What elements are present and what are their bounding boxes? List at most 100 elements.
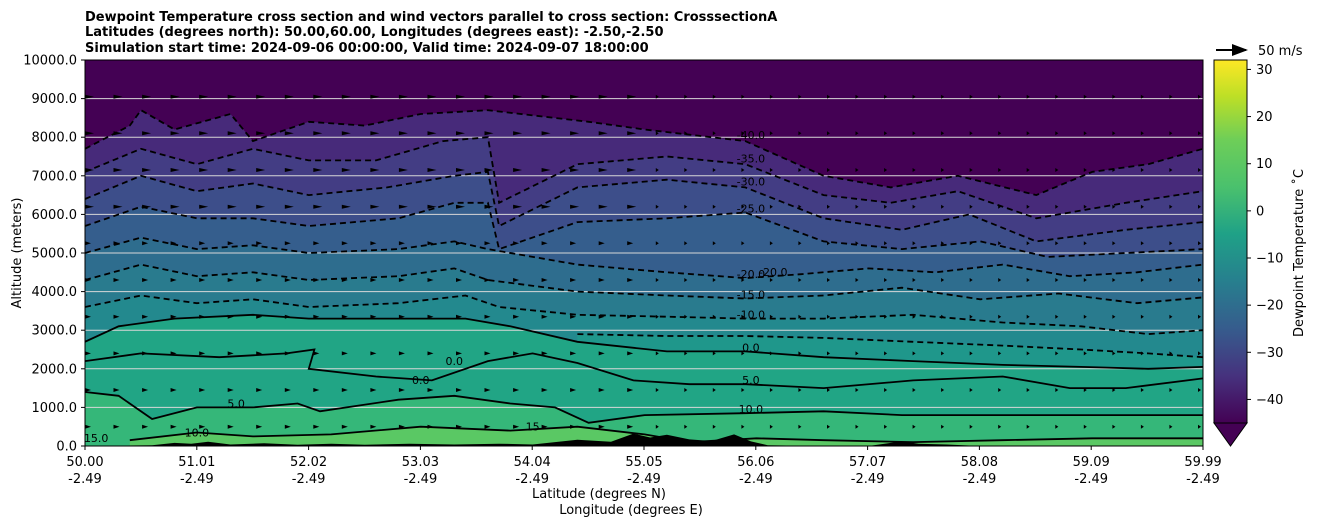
wind-vector	[769, 278, 773, 282]
wind-vector	[227, 424, 234, 429]
wind-vector	[884, 278, 888, 282]
contour-line	[85, 294, 1203, 336]
x-tick-label-lat: 57.07	[849, 455, 886, 470]
x-tick-label-lat: 55.05	[625, 455, 662, 470]
x-tick-label-lon: -2.49	[68, 472, 102, 487]
colorbar: 30 20 10 0 −10 −20 −30 −40 Dewpoint Temperature…	[1213, 59, 1307, 447]
wind-vector	[741, 94, 745, 99]
wind-vector	[655, 241, 659, 246]
wind-vector	[1055, 241, 1059, 246]
y-tick-label: 9000.0	[32, 92, 78, 107]
wind-vector	[1198, 204, 1201, 209]
wind-vector	[398, 168, 408, 172]
chart-title: Dewpoint Temperature cross section and w…	[85, 10, 777, 56]
wind-vector	[969, 94, 973, 99]
wind-vector	[769, 168, 773, 172]
wind-vector	[113, 94, 123, 99]
wind-vector	[570, 131, 580, 136]
wind-vector	[227, 131, 237, 136]
wind-vector	[484, 94, 494, 99]
y-tick-label: 5000.0	[32, 247, 78, 262]
wind-vector	[741, 204, 745, 209]
wind-vector	[827, 168, 830, 172]
wind-vector	[798, 278, 802, 282]
wind-vector	[655, 424, 659, 429]
wind-vector	[113, 388, 120, 392]
x-tick-label-lon: -2.49	[1074, 472, 1108, 487]
wind-vector	[427, 94, 437, 99]
wind-vector	[998, 388, 1002, 392]
wind-vector	[827, 351, 830, 356]
wind-vector	[541, 94, 551, 99]
wind-vector	[513, 168, 523, 172]
wind-vector	[456, 168, 465, 172]
wind-vector	[1169, 278, 1173, 282]
wind-vector	[284, 94, 294, 99]
wind-vector	[142, 241, 149, 246]
wind-vector	[884, 168, 888, 172]
wind-vector	[941, 388, 945, 392]
wind-vector	[256, 94, 266, 99]
wind-vector	[341, 388, 348, 392]
wind-vector	[513, 314, 520, 319]
wind-vector	[827, 388, 830, 392]
wind-vector	[484, 388, 491, 392]
wind-vector	[598, 241, 605, 246]
wind-vector	[912, 278, 916, 282]
colorbar-tick-label: 0	[1256, 204, 1264, 219]
wind-vector	[1083, 278, 1087, 282]
wind-vector	[113, 424, 120, 429]
contour-line	[577, 333, 1203, 359]
contour-label: -15.0	[737, 289, 765, 302]
wind-vector	[142, 424, 149, 429]
wind-vector	[513, 204, 523, 209]
wind-vector	[227, 168, 237, 172]
contour-label: 10.0	[739, 403, 764, 416]
plot-area: -40.0 -35.0 -30.0 -25.0 -20.0-20.0 -15.0 -10.0…	[85, 60, 1203, 446]
wind-vector	[256, 424, 263, 429]
wind-vector	[827, 204, 830, 209]
wind-vector	[855, 388, 859, 392]
wind-vector	[598, 388, 605, 392]
wind-vector	[1112, 314, 1116, 319]
wind-vector	[370, 388, 377, 392]
wind-vector	[313, 424, 320, 429]
wind-vector	[998, 131, 1002, 136]
y-tick-label: 8000.0	[32, 131, 78, 146]
wind-vector	[684, 131, 688, 136]
wind-vector	[398, 204, 408, 209]
wind-vector	[541, 388, 548, 392]
wind-vector	[998, 94, 1002, 99]
colorbar-ticks: 30 20 10 0 −10 −20 −30 −40	[1247, 63, 1283, 408]
wind-vector	[256, 168, 266, 172]
wind-vector	[1026, 424, 1030, 429]
wind-vector	[969, 168, 973, 172]
wind-vector	[541, 131, 551, 136]
wind-vector	[85, 94, 94, 99]
wind-vector	[855, 314, 859, 319]
wind-vector	[1169, 131, 1173, 136]
wind-vector	[1055, 94, 1059, 99]
wind-vector	[598, 424, 605, 429]
wind-vector	[655, 278, 659, 282]
wind-vector	[798, 388, 802, 392]
wind-vector	[113, 204, 123, 209]
wind-vector	[798, 241, 802, 246]
wind-vector	[827, 424, 830, 429]
wind-vector	[1083, 314, 1087, 319]
wind-vector	[627, 94, 637, 99]
wind-vector	[541, 351, 548, 356]
y-tick-label: 3000.0	[32, 324, 78, 339]
contour-label: -35.0	[737, 152, 765, 165]
wind-vector	[855, 424, 859, 429]
wind-vector	[1169, 241, 1173, 246]
wind-vector	[541, 168, 551, 172]
wind-vector	[1198, 424, 1201, 429]
wind-vector	[541, 314, 548, 319]
wind-vector	[1112, 278, 1116, 282]
wind-vector	[598, 94, 608, 99]
wind-vector	[85, 351, 91, 356]
dewpoint-band	[129, 426, 1203, 446]
x-tick-label-lat: 53.03	[402, 455, 439, 470]
